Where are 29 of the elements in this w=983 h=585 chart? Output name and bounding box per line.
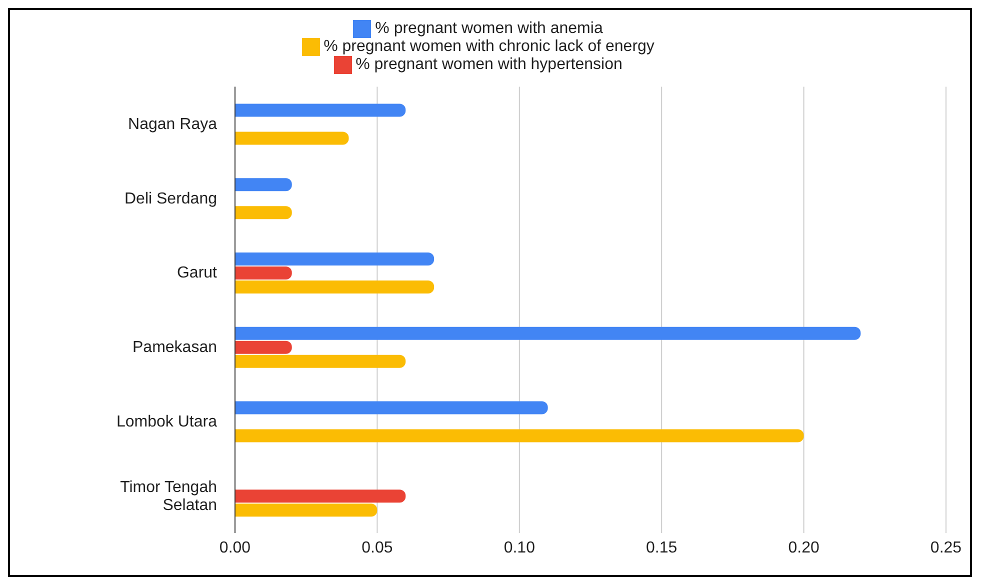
bar bbox=[235, 132, 349, 145]
bar bbox=[235, 401, 548, 414]
y-tick-label: Timor Tengah Selatan bbox=[120, 478, 217, 514]
x-tick-label: 0.25 bbox=[930, 539, 962, 556]
bar bbox=[235, 354, 406, 368]
y-tick-label: Pamekasan bbox=[132, 338, 217, 356]
y-tick-label: Deli Serdang bbox=[124, 190, 217, 207]
x-tick-label: 0.05 bbox=[362, 539, 393, 556]
legend-label: % pregnant women with chronic lack of energy bbox=[324, 38, 654, 56]
y-tick-label: Garut bbox=[176, 264, 218, 282]
x-tick-label: 0.15 bbox=[646, 539, 678, 556]
bar bbox=[235, 326, 861, 340]
x-tick-label: 0.00 bbox=[219, 539, 251, 556]
legend-label: % pregnant women with hypertension bbox=[356, 56, 622, 74]
bar bbox=[235, 206, 292, 220]
bar bbox=[235, 280, 434, 294]
bar bbox=[235, 252, 434, 266]
x-tick-label: 0.10 bbox=[504, 539, 536, 556]
bar bbox=[235, 490, 406, 503]
bar bbox=[235, 504, 378, 517]
bar bbox=[235, 340, 292, 354]
legend-label: % pregnant women with anemia bbox=[375, 20, 603, 38]
bar bbox=[235, 104, 406, 117]
bar bbox=[235, 266, 292, 280]
x-tick-label: 0.20 bbox=[788, 539, 820, 556]
y-tick-label: Nagan Raya bbox=[128, 115, 218, 132]
bar bbox=[235, 178, 292, 192]
bar bbox=[235, 429, 804, 442]
y-tick-label: Lombok Utara bbox=[116, 412, 218, 430]
